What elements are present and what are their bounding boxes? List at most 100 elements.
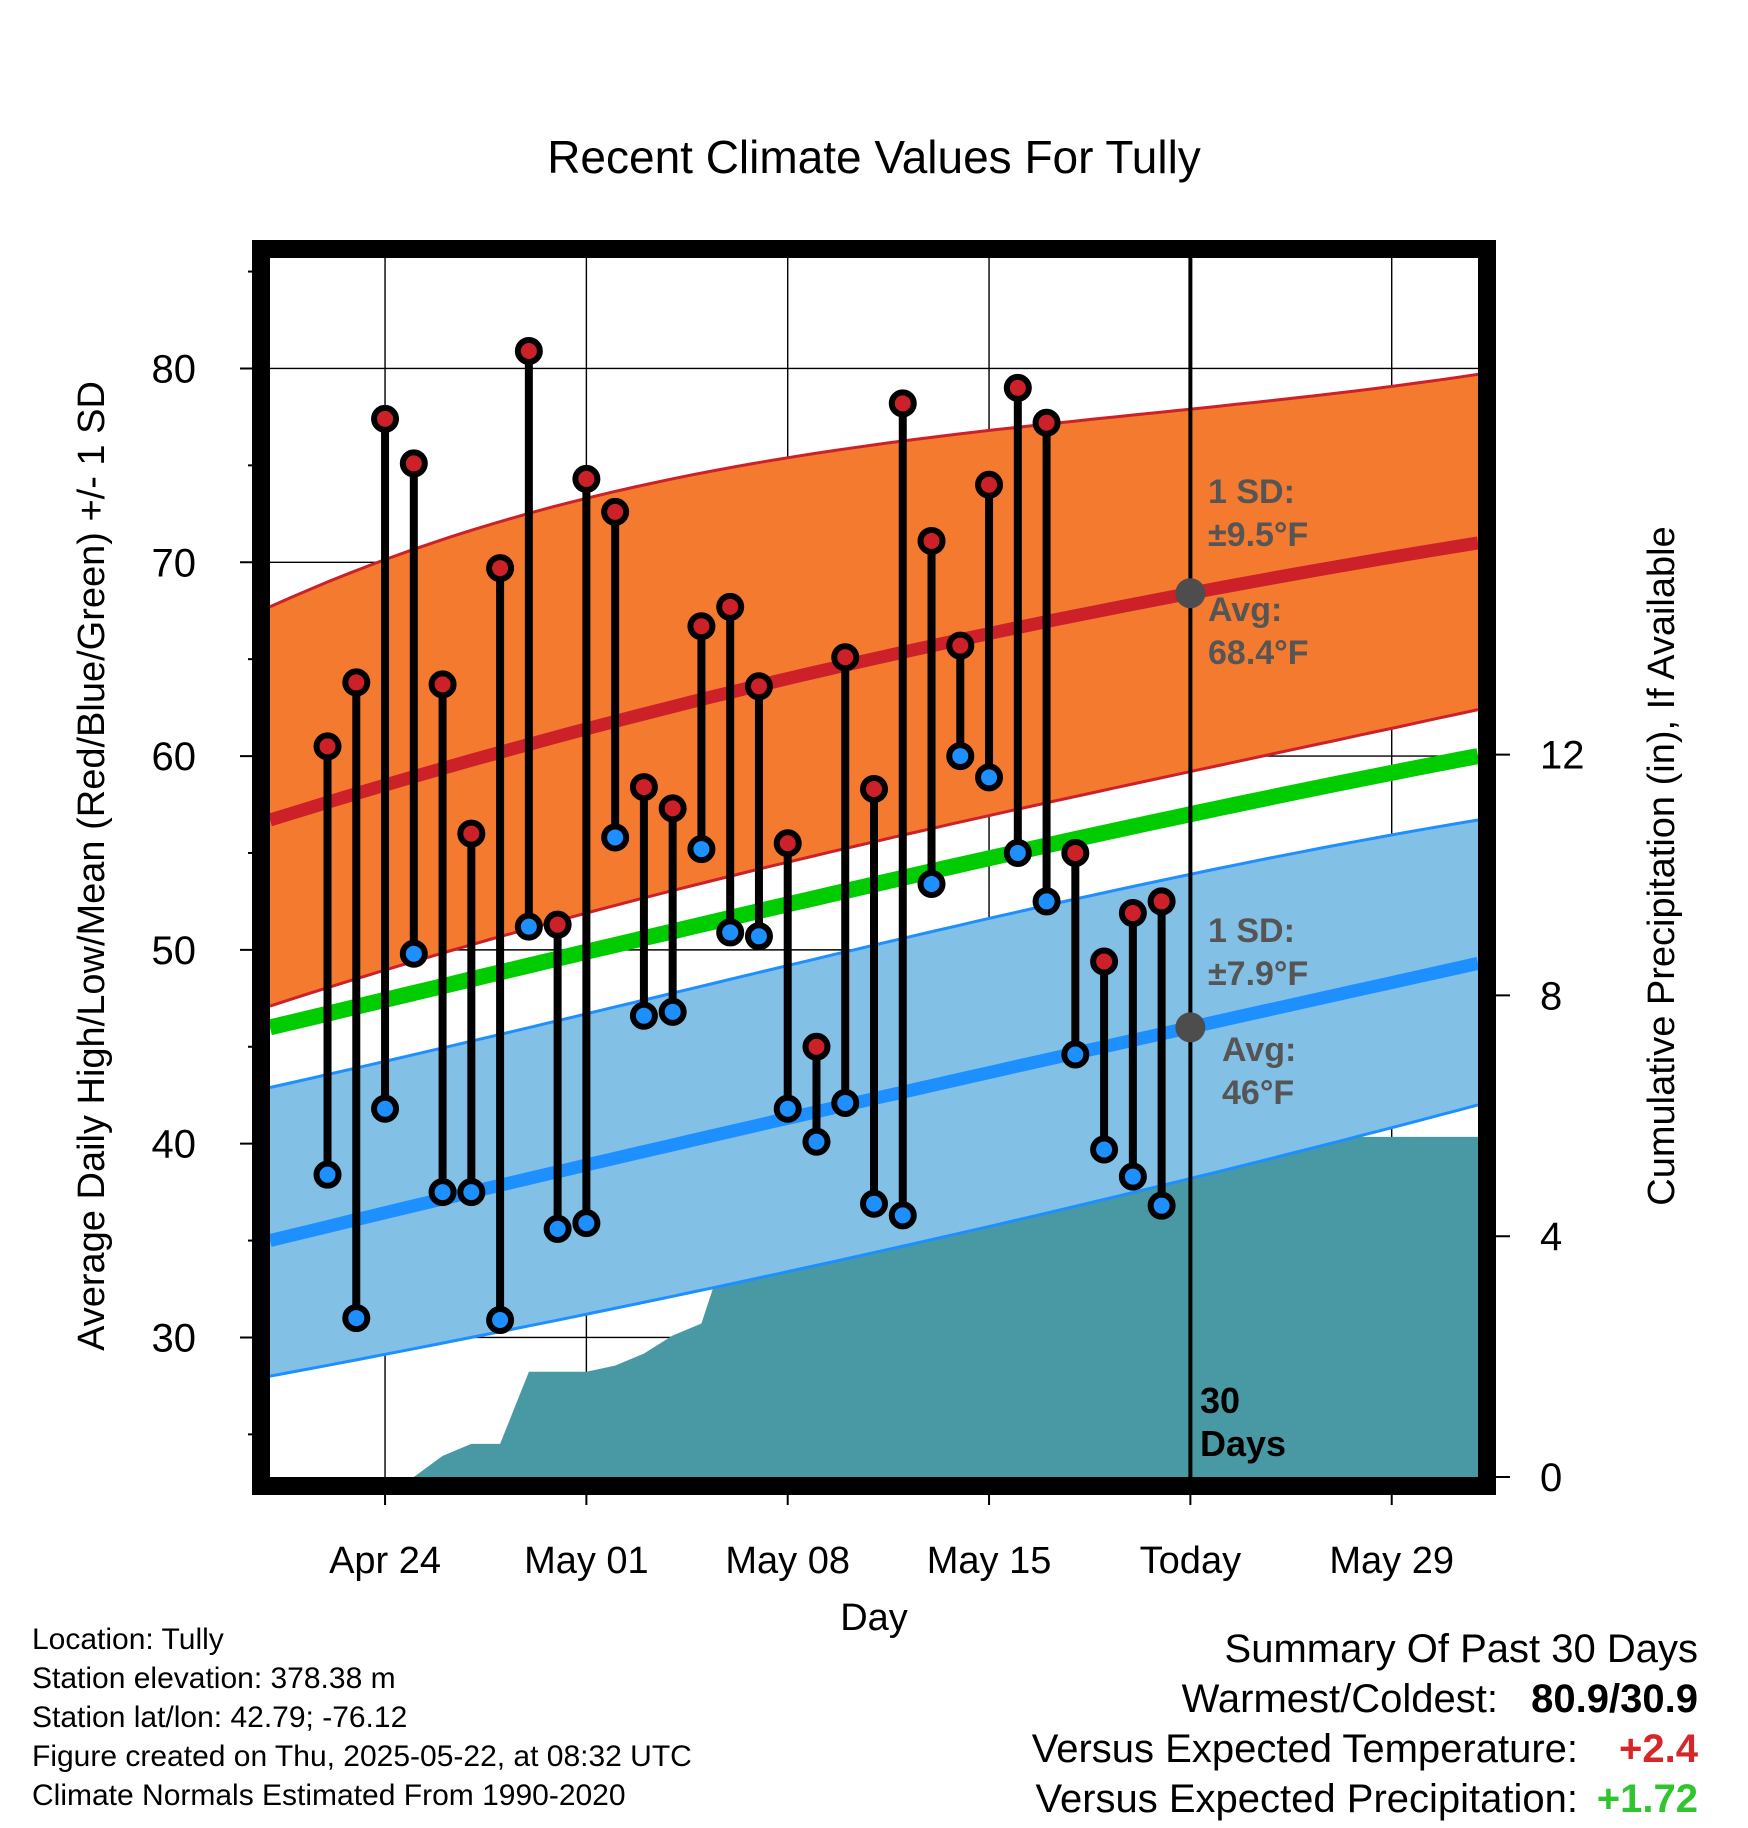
- daily-low-point: [687, 835, 716, 864]
- y-tick-label: 80: [152, 347, 197, 391]
- x-tick-label: May 15: [927, 1540, 1052, 1582]
- daily-low-point: [1061, 1040, 1090, 1069]
- daily-low-point: [486, 1306, 515, 1335]
- y2-axis-label: Cumulative Precipitation (in), If Availa…: [1641, 526, 1683, 1205]
- daily-high-point: [601, 497, 630, 526]
- y-tick-label: 40: [152, 1123, 197, 1167]
- daily-high-point: [514, 337, 543, 366]
- daily-low-point: [1147, 1191, 1176, 1220]
- daily-high-point: [802, 1032, 831, 1061]
- daily-low-point: [917, 869, 946, 898]
- daily-high-point: [888, 389, 917, 418]
- chart-title: Recent Climate Values For Tully: [547, 131, 1201, 183]
- precip-value: +1.72: [1596, 1777, 1698, 1821]
- daily-high-point: [543, 910, 572, 939]
- daily-high-point: [1090, 947, 1119, 976]
- y-tick-label: 50: [152, 929, 197, 973]
- station-info: Location: Tully Station elevation: 378.3…: [32, 1620, 692, 1815]
- daily-high-point: [975, 470, 1004, 499]
- y-tick-label: 70: [152, 541, 197, 585]
- low-avg-value: 46°F: [1222, 1074, 1294, 1112]
- high-avg-label: Avg:: [1208, 591, 1282, 629]
- elevation-text: Station elevation: 378.38 m: [32, 1662, 396, 1695]
- precipitation-area: [270, 1136, 1478, 1477]
- daily-low-point: [744, 922, 773, 951]
- daily-low-point: [601, 823, 630, 852]
- daily-low-point: [629, 1001, 658, 1030]
- x-tick-label: May 01: [524, 1540, 649, 1582]
- daily-low-point: [1003, 838, 1032, 867]
- low-avg-label: Avg:: [1222, 1031, 1296, 1069]
- y2-tick-label: 4: [1540, 1215, 1562, 1259]
- warm-cold-row: Warmest/Coldest: 80.9/30.9: [1032, 1674, 1698, 1724]
- y2-tick-label: 8: [1540, 974, 1562, 1018]
- daily-high-point: [457, 819, 486, 848]
- daily-low-point: [946, 742, 975, 771]
- daily-high-point: [773, 829, 802, 858]
- high-sd-band-upper-edge: [269, 372, 1479, 609]
- high-avg-marker: [1175, 578, 1206, 609]
- created-text: Figure created on Thu, 2025-05-22, at 08…: [32, 1740, 692, 1773]
- temp-row: Versus Expected Temperature: +2.4: [1032, 1724, 1698, 1774]
- y-tick-label: 30: [152, 1316, 197, 1360]
- daily-high-point: [629, 773, 658, 802]
- daily-low-point: [658, 997, 687, 1026]
- latlon-text: Station lat/lon: 42.79; -76.12: [32, 1701, 408, 1734]
- daily-high-point: [572, 464, 601, 493]
- daily-low-point: [975, 763, 1004, 792]
- y2-tick-label: 0: [1540, 1456, 1562, 1500]
- precip-label: Versus Expected Precipitation:: [1035, 1777, 1578, 1821]
- temp-label: Versus Expected Temperature:: [1031, 1727, 1578, 1771]
- daily-high-point: [313, 732, 342, 761]
- daily-low-point: [888, 1201, 917, 1230]
- y-axis-label: Average Daily High/Low/Mean (Red/Blue/Gr…: [71, 381, 113, 1351]
- high-normal-line: [268, 536, 1480, 827]
- daily-high-point: [1147, 887, 1176, 916]
- daily-low-point: [773, 1094, 802, 1123]
- daily-low-point: [1032, 887, 1061, 916]
- daily-high-point: [399, 449, 428, 478]
- location-text: Location: Tully: [32, 1623, 224, 1656]
- daily-high-point: [1003, 373, 1032, 402]
- daily-high-point: [1032, 408, 1061, 437]
- daily-low-point: [860, 1189, 888, 1218]
- summary-title: Summary Of Past 30 Days: [1224, 1627, 1698, 1671]
- daily-low-point: [1090, 1135, 1119, 1164]
- daily-low-point: [543, 1214, 572, 1243]
- low-sd-value: ±7.9°F: [1208, 955, 1308, 993]
- window-unit-label: Days: [1200, 1423, 1286, 1464]
- x-tick-label: Today: [1140, 1540, 1241, 1582]
- daily-low-point: [342, 1304, 371, 1333]
- daily-high-point: [831, 643, 860, 672]
- daily-low-point: [457, 1178, 486, 1207]
- daily-high-point: [744, 672, 773, 701]
- daily-low-point: [371, 1094, 400, 1123]
- daily-high-point: [1118, 899, 1147, 928]
- y2-tick-label: 12: [1540, 734, 1585, 778]
- warm-cold-value: 80.9/30.9: [1531, 1677, 1698, 1721]
- precip-row: Versus Expected Precipitation: +1.72: [1032, 1774, 1698, 1824]
- daily-low-point: [399, 939, 428, 968]
- daily-low-point: [428, 1178, 457, 1207]
- daily-high-point: [1061, 838, 1090, 867]
- window-count-label: 30: [1200, 1380, 1240, 1421]
- daily-low-point: [313, 1160, 342, 1189]
- low-sd-band-lower-edge: [269, 1103, 1479, 1378]
- daily-low-point: [572, 1209, 601, 1238]
- daily-high-point: [860, 775, 888, 804]
- daily-low-point: [514, 912, 543, 941]
- temp-value: +2.4: [1619, 1727, 1698, 1771]
- high-avg-value: 68.4°F: [1208, 634, 1309, 672]
- daily-low-point: [1118, 1162, 1147, 1191]
- daily-high-point: [658, 794, 687, 823]
- daily-low-point: [716, 918, 745, 947]
- daily-high-point: [716, 592, 745, 621]
- x-tick-label: May 29: [1329, 1540, 1454, 1582]
- y-tick-label: 60: [152, 735, 197, 779]
- daily-low-point: [802, 1127, 831, 1156]
- x-axis-label: Day: [840, 1597, 908, 1639]
- daily-low-point: [831, 1088, 860, 1117]
- high-sd-label: 1 SD:: [1208, 473, 1295, 511]
- high-sd-band: [270, 374, 1478, 1007]
